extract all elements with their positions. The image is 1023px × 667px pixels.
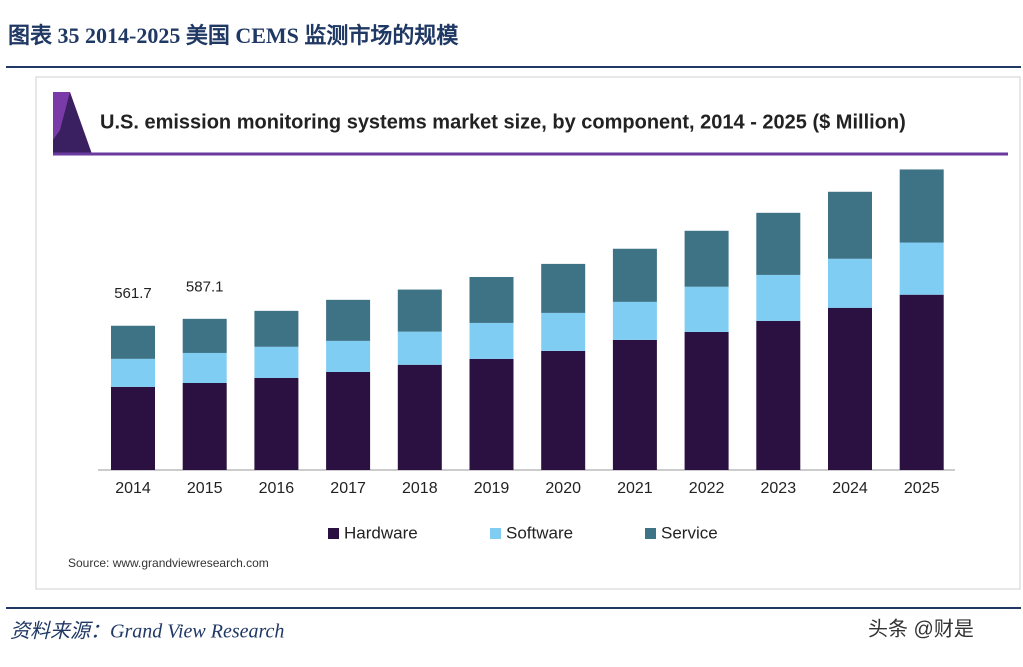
bar-segment — [541, 263, 586, 313]
bar-segment — [326, 340, 371, 372]
bar-segment — [397, 364, 442, 470]
bar-segment — [899, 294, 944, 470]
x-tick-label: 2020 — [545, 480, 581, 497]
total-label: 587.1 — [186, 278, 224, 295]
bar-segment — [684, 331, 729, 470]
bar-segment — [684, 230, 729, 287]
bar-segment — [828, 307, 872, 470]
bar-segment — [111, 358, 155, 387]
bar-segment — [469, 322, 514, 359]
x-tick-label: 2024 — [832, 480, 868, 497]
bar-segment — [469, 276, 514, 323]
x-tick-label: 2014 — [115, 480, 151, 497]
x-tick-label: 2015 — [187, 480, 223, 497]
chart-source: Source: www.grandviewresearch.com — [68, 556, 269, 570]
bar-segment — [182, 318, 227, 353]
bar-segment — [684, 286, 729, 332]
x-tick-label: 2018 — [402, 480, 438, 497]
x-tick-label: 2017 — [330, 480, 366, 497]
chart-title: U.S. emission monitoring systems market … — [100, 111, 906, 133]
bar-segment — [397, 331, 442, 365]
legend-label: Service — [661, 523, 718, 542]
watermark: 头条 @财是 — [868, 617, 974, 640]
bar-segment — [541, 312, 586, 351]
bar-segment — [182, 352, 227, 383]
x-tick-label: 2025 — [904, 480, 940, 497]
page-title: 图表 35 2014-2025 美国 CEMS 监测市场的规模 — [8, 23, 459, 48]
title-decor — [53, 92, 70, 140]
bar-segment — [756, 274, 801, 321]
x-tick-label: 2016 — [259, 480, 295, 497]
legend-label: Software — [506, 523, 573, 542]
bar-segment — [828, 191, 872, 259]
total-label: 561.7 — [114, 285, 152, 302]
bar-segment — [612, 339, 657, 470]
bar-segment — [899, 242, 944, 295]
legend-swatch — [328, 528, 339, 539]
x-tick-label: 2019 — [474, 480, 510, 497]
bar-segment — [828, 258, 872, 308]
legend-label: Hardware — [344, 523, 418, 542]
footer-source: 资料来源：Grand View Research — [10, 621, 284, 643]
bar-segment — [612, 248, 657, 302]
bar-segment — [541, 350, 586, 470]
bar-segment — [612, 301, 657, 340]
bar-segment — [254, 377, 299, 470]
bar-segment — [111, 325, 155, 359]
bar-segment — [111, 386, 155, 470]
x-tick-label: 2022 — [689, 480, 725, 497]
bar-segment — [182, 382, 227, 470]
bar-segment — [397, 289, 442, 332]
bar-segment — [756, 320, 801, 470]
bar-segment — [326, 371, 371, 470]
x-tick-label: 2021 — [617, 480, 653, 497]
bar-segment — [254, 346, 299, 378]
bar-segment — [326, 299, 371, 341]
bar-segment — [899, 169, 944, 243]
legend-swatch — [645, 528, 656, 539]
bar-segment — [469, 358, 514, 470]
x-tick-label: 2023 — [761, 480, 797, 497]
bar-segment — [756, 212, 801, 275]
legend-swatch — [490, 528, 501, 539]
bar-segment — [254, 310, 299, 347]
